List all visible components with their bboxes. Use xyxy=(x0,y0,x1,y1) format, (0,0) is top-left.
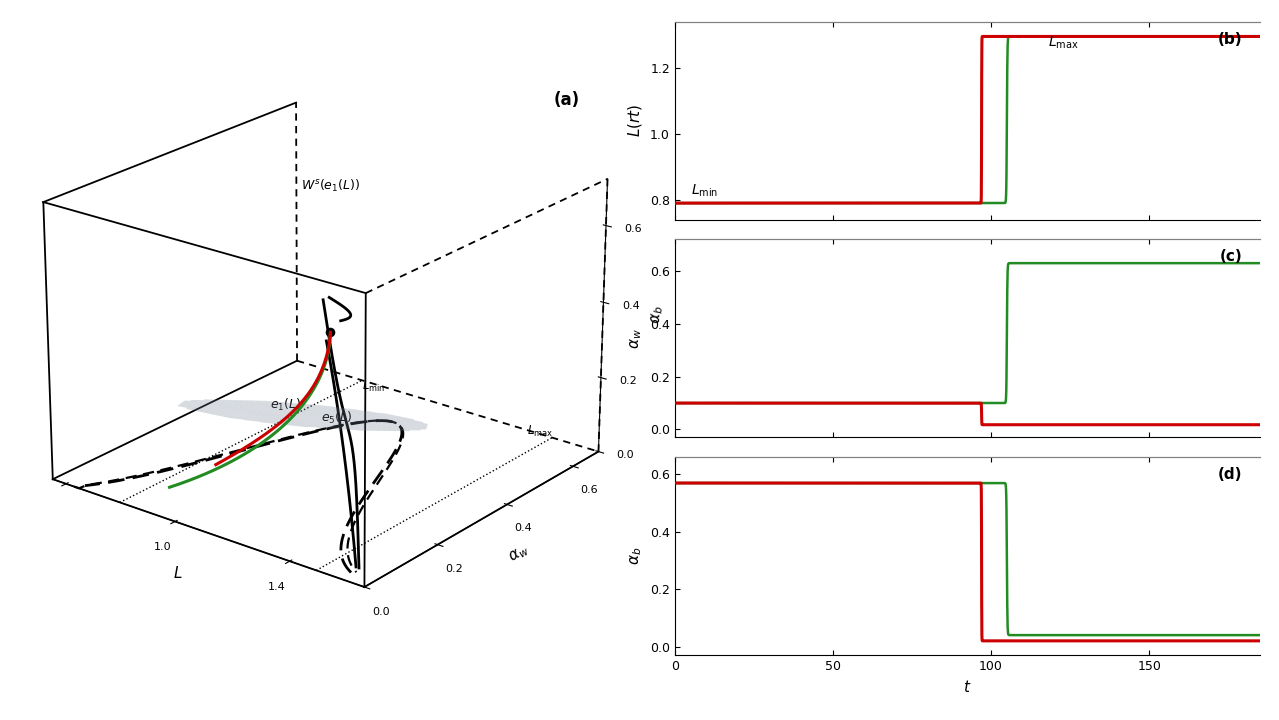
Text: (d): (d) xyxy=(1218,467,1242,482)
Y-axis label: $\alpha_w$: $\alpha_w$ xyxy=(506,542,532,566)
Y-axis label: $\alpha_w$: $\alpha_w$ xyxy=(629,328,645,348)
X-axis label: $L$: $L$ xyxy=(173,564,182,581)
Y-axis label: $L(rt)$: $L(rt)$ xyxy=(627,104,645,138)
Text: (b): (b) xyxy=(1218,32,1242,47)
Text: (c): (c) xyxy=(1219,249,1242,264)
Y-axis label: $\alpha_b$: $\alpha_b$ xyxy=(629,547,645,565)
Text: (a): (a) xyxy=(554,91,579,109)
Text: $L_{\rm min}$: $L_{\rm min}$ xyxy=(691,183,718,199)
X-axis label: $t$: $t$ xyxy=(963,679,972,695)
Text: $L_{\rm max}$: $L_{\rm max}$ xyxy=(1048,35,1078,50)
